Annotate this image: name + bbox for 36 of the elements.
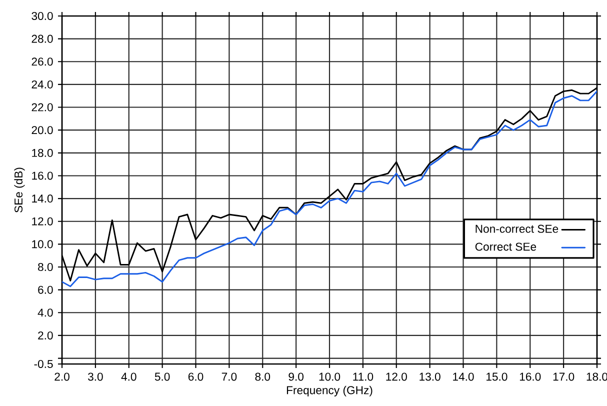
y-tick-label: 4.0 [38,308,53,317]
y-tick-label: 2.0 [38,331,53,340]
x-tick-label: 16.0 [520,372,541,381]
legend-label: Correct SEe [475,242,536,251]
y-axis-title: SEe (dB) [14,168,25,212]
x-tick-label: 9.0 [288,372,304,381]
y-tick-label: 22.0 [32,103,53,112]
x-tick-label: 7.0 [222,372,237,381]
legend-label: Non-correct SEe [476,224,558,233]
x-tick-label: 10.0 [319,372,340,381]
y-tick-label: 8.0 [38,263,53,272]
y-tick-label: 20.0 [32,126,53,134]
x-tick-label: 2.0 [54,372,70,381]
x-tick-label: 12.0 [386,372,407,381]
y-tick-label: 12.0 [32,217,53,226]
y-tick-label: 6.0 [38,286,53,294]
x-tick-label: 15.0 [486,372,508,381]
y-tick-label: 14.0 [32,194,53,203]
x-tick-label: 5.0 [154,372,170,381]
x-tick-label: 17.0 [553,372,574,381]
y-tick-label: -0.5 [34,360,53,368]
x-tick-label: 13.0 [420,372,440,381]
y-tick-label: 16.0 [32,172,53,180]
y-tick-label: 10.0 [32,240,53,248]
x-tick-label: 6.0 [188,372,204,381]
x-axis-title: Frequency (GHz) [286,386,372,396]
x-tick-label: 11.0 [353,372,374,381]
y-tick-label: 26.0 [32,58,53,66]
x-tick-label: 4.0 [121,372,136,381]
y-tick-label: 24.0 [32,80,53,88]
x-tick-label: 8.0 [255,372,270,381]
x-tick-label: 14.0 [453,372,474,381]
y-tick-label: 30.0 [32,12,53,20]
y-tick-label: 18.0 [32,148,53,157]
x-tick-label: 3.0 [88,372,103,381]
y-tick-label: 28.0 [32,34,53,43]
